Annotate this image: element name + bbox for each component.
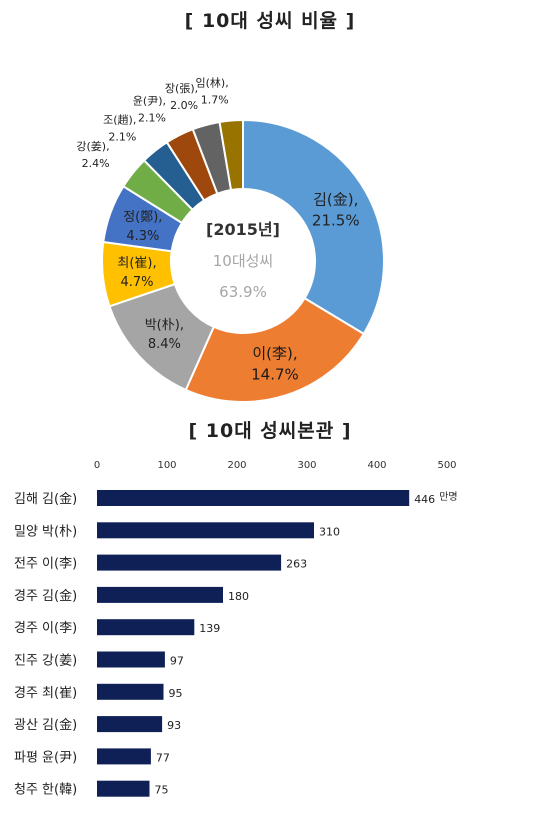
- bar: [97, 780, 150, 797]
- pie-center-caption: 10대성씨: [213, 252, 274, 270]
- category-label: 파평 윤(尹): [14, 750, 77, 765]
- bar-value-label: 75: [155, 784, 169, 797]
- unit-label: 만명: [439, 491, 457, 503]
- pie-slice-label: 장(張),: [165, 82, 198, 95]
- pie-slice-value: 2.1%: [108, 130, 136, 143]
- category-label: 김해 김(金): [14, 491, 77, 507]
- bar: [97, 490, 410, 506]
- category-label: 진주 강(姜): [14, 654, 77, 669]
- category-label: 경주 이(李): [14, 621, 77, 636]
- category-label: 청주 한(韓): [14, 783, 77, 798]
- bar-value-label: 446: [414, 493, 435, 506]
- x-tick-label: 100: [157, 460, 176, 471]
- pie-center-year: [2015년]: [206, 220, 280, 239]
- pie-slice-value: 4.3%: [126, 229, 159, 244]
- bar: [97, 619, 195, 636]
- pie-slice: [218, 118, 244, 192]
- pie-slice-value: 14.7%: [251, 366, 299, 384]
- pie-slice: [242, 118, 385, 336]
- pie-slice-value: 21.5%: [312, 212, 360, 230]
- bar-value-label: 97: [170, 655, 184, 668]
- bar: [97, 651, 165, 668]
- pie-chart: 김(金), 21.5% 이(李), 14.7% 박(朴), 8.4% 최(崔), 4.7% 정(…: [76, 76, 385, 403]
- bar-value-label: 263: [286, 558, 307, 571]
- category-label: 광산 김(金): [14, 717, 77, 733]
- pie-slice-label: 윤(尹),: [133, 94, 166, 107]
- x-tick-label: 500: [437, 460, 456, 471]
- x-tick-label: 200: [227, 460, 246, 471]
- bar-value-label: 93: [167, 719, 181, 732]
- pie-slice-label: 정(鄭),: [123, 210, 162, 225]
- bar: [97, 554, 282, 571]
- pie-slice-label: 강(姜),: [76, 139, 109, 153]
- pie-slice-label: 김(金),: [313, 191, 358, 209]
- pie-center-total: 63.9%: [219, 283, 267, 301]
- bar-value-label: 180: [228, 590, 249, 603]
- pie-slice-value: 2.1%: [138, 111, 166, 124]
- pie-slice: [184, 296, 366, 403]
- bar-value-label: 95: [169, 687, 183, 700]
- pie-chart-title: [ 10대 성씨 비율 ]: [184, 10, 356, 32]
- category-label: 전주 이(李): [14, 557, 77, 572]
- bar-value-label: 139: [199, 622, 220, 635]
- category-label: 밀양 박(朴): [14, 524, 77, 539]
- category-label: 경주 김(金): [14, 588, 77, 604]
- pie-slice-value: 2.0%: [170, 99, 198, 112]
- bar-value-label: 310: [319, 525, 340, 538]
- pie-slice-label: 조(趙),: [103, 112, 136, 126]
- pie-slice-label: 임(林),: [196, 76, 229, 90]
- x-tick-label: 400: [367, 460, 386, 471]
- bar-chart-title: [ 10대 성씨본관 ]: [188, 420, 352, 442]
- pie-slice-label: 최(崔),: [117, 255, 156, 271]
- x-tick-label: 0: [94, 460, 100, 471]
- bar: [97, 683, 164, 700]
- pie-slice-label: 이(李),: [252, 345, 297, 363]
- bar: [97, 522, 314, 539]
- pie-slice-value: 1.7%: [201, 94, 229, 107]
- pie-slice-value: 2.4%: [82, 157, 110, 170]
- category-label: 경주 최(崔): [14, 685, 77, 701]
- bar: [97, 716, 163, 733]
- pie-slice-value: 8.4%: [148, 337, 181, 352]
- pie-slice-label: 박(朴),: [145, 318, 184, 333]
- bar-value-label: 77: [156, 751, 170, 764]
- pie-slice-value: 4.7%: [120, 275, 153, 290]
- bar: [97, 586, 223, 603]
- bar: [97, 748, 151, 765]
- x-tick-label: 300: [297, 460, 316, 471]
